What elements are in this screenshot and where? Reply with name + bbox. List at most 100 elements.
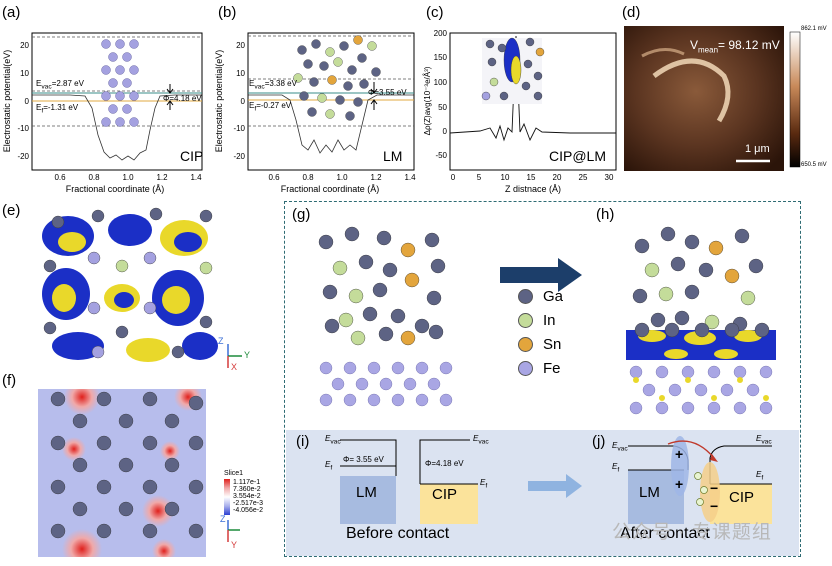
- panel-h-structure: [626, 226, 776, 415]
- j-evac-right: Evac: [756, 434, 772, 446]
- d-colorbar-min: 650.5 mV: [801, 162, 827, 168]
- svg-text:15: 15: [527, 173, 536, 182]
- panel-c-label: (c): [426, 4, 444, 21]
- svg-text:1.4: 1.4: [404, 173, 416, 182]
- legend-item-in: In: [518, 312, 556, 329]
- b-phi: Φ=3.55 eV: [368, 88, 407, 97]
- panel-a-label: (a): [2, 4, 21, 21]
- svg-text:10: 10: [236, 69, 245, 78]
- i-cip-label: CIP: [432, 486, 458, 503]
- legend-swatch: [518, 313, 533, 328]
- d-colorbar-max: 862.1 mV: [801, 26, 827, 32]
- panel-d-label: (d): [622, 4, 641, 21]
- i-evac-right: Evac: [473, 434, 489, 446]
- svg-text:200: 200: [434, 29, 448, 38]
- e-axis-x: X: [231, 362, 238, 372]
- svg-text:50: 50: [438, 103, 447, 112]
- j-ef-left: Ef: [612, 462, 620, 474]
- svg-text:-10: -10: [233, 124, 245, 133]
- svg-text:-10: -10: [17, 124, 29, 133]
- i-ef-left: Ef: [325, 460, 333, 472]
- svg-text:5: 5: [477, 173, 482, 182]
- panel-g-structure: [318, 226, 453, 407]
- panel-d-afm-image: [624, 26, 801, 171]
- watermark: 公众号 · 专课题组: [612, 522, 772, 543]
- svg-text:150: 150: [434, 53, 448, 62]
- i-evac-left: Evac: [325, 434, 341, 446]
- b-evac: Evac=3.38 eV: [249, 79, 297, 91]
- svg-text:10: 10: [501, 173, 510, 182]
- svg-text:1.4: 1.4: [190, 173, 202, 182]
- svg-text:-20: -20: [233, 152, 245, 161]
- f-slice-legend: Slice1 1.117e-1 7.360e-2 3.554e-2 -2.517e-3…: [224, 470, 263, 515]
- svg-text:1.2: 1.2: [156, 173, 168, 182]
- j-plus-2: +: [675, 476, 684, 492]
- svg-text:Δρ(Z)avg(10⁻³e/Å³): Δρ(Z)avg(10⁻³e/Å³): [423, 66, 432, 135]
- f-axis-y: Y: [231, 540, 238, 550]
- d-vmean: Vmean= 98.12 mV: [690, 38, 780, 55]
- i-phi-cip: Φ=4.18 eV: [425, 459, 464, 468]
- panel-f-label: (f): [2, 372, 17, 389]
- legend-swatch: [518, 361, 533, 376]
- panel-j-band-diagram: [628, 436, 772, 524]
- i-lm-label: LM: [356, 484, 377, 501]
- a-phi: Φ=4.18 eV: [163, 94, 202, 103]
- panel-a-plot: 20 10 0 -10 -20 0.6 0.8 1.0 1.2 1.4 Fraction…: [2, 32, 203, 194]
- j-minus-1: −: [710, 480, 719, 496]
- panel-e-label: (e): [2, 202, 21, 219]
- b-tag: LM: [383, 148, 403, 164]
- legend-label: Sn: [543, 336, 562, 353]
- svg-text:0.8: 0.8: [88, 173, 100, 182]
- a-evac: Evac=2.87 eV: [36, 79, 84, 91]
- svg-text:20: 20: [236, 41, 245, 50]
- contact-arrow: [528, 474, 582, 498]
- i-ef-right: Ef: [480, 478, 488, 490]
- a-ytick: 20: [20, 41, 29, 50]
- svg-text:1.0: 1.0: [122, 173, 134, 182]
- legend-label: In: [543, 312, 556, 329]
- i-caption: Before contact: [346, 525, 450, 542]
- c-tag: CIP@LM: [549, 148, 606, 164]
- svg-text:0: 0: [443, 127, 448, 136]
- legend-swatch: [518, 337, 533, 352]
- panel-e-charge-density: [38, 202, 218, 362]
- panel-i-band-diagram: [340, 439, 478, 524]
- svg-text:100: 100: [434, 78, 448, 87]
- e-axis-y: Y: [244, 350, 251, 360]
- svg-text:20: 20: [553, 173, 562, 182]
- legend-item-sn: Sn: [518, 336, 561, 353]
- f-axis-triad: [227, 520, 240, 542]
- svg-text:10: 10: [20, 69, 29, 78]
- b-ef: Ef=-0.27 eV: [249, 101, 292, 113]
- svg-text:Z distnace (Å): Z distnace (Å): [505, 184, 561, 194]
- svg-text:1.0: 1.0: [336, 173, 348, 182]
- legend-item-ga: Ga: [518, 288, 563, 305]
- svg-text:Fractional coordinate (Å): Fractional coordinate (Å): [66, 184, 165, 194]
- j-minus-2: −: [710, 498, 719, 514]
- svg-text:Fractional coordinate (Å): Fractional coordinate (Å): [281, 184, 380, 194]
- legend-swatch: [518, 289, 533, 304]
- svg-text:0: 0: [451, 173, 456, 182]
- legend-item-fe: Fe: [518, 360, 561, 377]
- panel-b-plot: 20 10 0 -10 -20 0.6 0.8 1.0 1.2 1.4 Fractional c…: [214, 32, 416, 194]
- svg-text:1.2: 1.2: [370, 173, 382, 182]
- j-ef-right: Ef: [756, 470, 764, 482]
- svg-text:Electrostatic potential(eV): Electrostatic potential(eV): [214, 50, 224, 153]
- i-phi-lm: Φ= 3.55 eV: [343, 455, 384, 464]
- svg-text:0: 0: [25, 97, 30, 106]
- a-tag: CIP: [180, 148, 204, 164]
- legend-label: Fe: [543, 360, 561, 377]
- j-plus-1: +: [675, 446, 684, 462]
- panel-j-label: (j): [592, 433, 606, 450]
- svg-text:-20: -20: [17, 152, 29, 161]
- j-lm-label: LM: [639, 484, 660, 501]
- j-caption: After contact: [620, 525, 710, 542]
- j-evac-left: Evac: [612, 441, 628, 453]
- panel-c-plot: 200 150 100 50 0 -50 0 5 10 15 20 25 30 Z distnace …: [423, 29, 617, 194]
- svg-text:0.8: 0.8: [302, 173, 314, 182]
- panel-i-label: (i): [296, 433, 310, 450]
- svg-text:Electrostatic potential(eV): Electrostatic potential(eV): [2, 50, 12, 153]
- panel-f-slice-map: [38, 389, 206, 557]
- svg-text:0.6: 0.6: [54, 173, 66, 182]
- svg-text:-50: -50: [435, 151, 447, 160]
